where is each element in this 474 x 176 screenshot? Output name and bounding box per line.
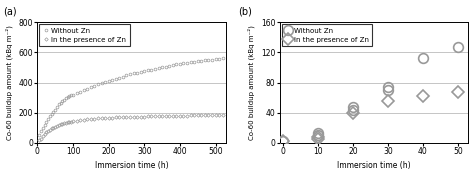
Text: (b): (b): [238, 6, 252, 16]
In the presence of Zn: [65, 121, 71, 123]
In the presence of Zn: [315, 136, 321, 139]
Without Zn: [350, 106, 356, 108]
Without Zn: [220, 57, 226, 59]
Without Zn: [385, 86, 391, 88]
Without Zn: [45, 118, 51, 120]
Without Zn: [191, 61, 197, 63]
Without Zn: [216, 58, 222, 60]
Without Zn: [385, 89, 391, 91]
Without Zn: [350, 109, 356, 111]
In the presence of Zn: [134, 116, 140, 118]
Line: Without Zn: Without Zn: [38, 57, 224, 137]
Without Zn: [65, 96, 71, 98]
In the presence of Zn: [191, 114, 197, 117]
Without Zn: [315, 134, 321, 136]
Without Zn: [315, 132, 321, 134]
Legend: Without Zn, In the presence of Zn: Without Zn, In the presence of Zn: [39, 24, 130, 46]
Without Zn: [280, 140, 286, 142]
X-axis label: Immersion time (h): Immersion time (h): [337, 161, 411, 170]
In the presence of Zn: [385, 100, 391, 102]
Y-axis label: Co-60 buildup amount (kBq m⁻²): Co-60 buildup amount (kBq m⁻²): [248, 25, 255, 140]
In the presence of Zn: [455, 91, 461, 93]
Without Zn: [455, 46, 461, 48]
X-axis label: Immersion time (h): Immersion time (h): [95, 161, 169, 170]
In the presence of Zn: [216, 114, 222, 116]
Without Zn: [420, 57, 426, 59]
Text: (a): (a): [3, 6, 17, 16]
In the presence of Zn: [420, 95, 426, 97]
In the presence of Zn: [220, 114, 226, 116]
Without Zn: [36, 134, 42, 136]
Legend: Without Zn, In the presence of Zn: Without Zn, In the presence of Zn: [282, 24, 372, 46]
In the presence of Zn: [280, 140, 286, 142]
Line: In the presence of Zn: In the presence of Zn: [38, 114, 224, 142]
In the presence of Zn: [36, 139, 42, 142]
In the presence of Zn: [45, 130, 51, 132]
In the presence of Zn: [58, 123, 64, 125]
In the presence of Zn: [315, 138, 321, 140]
Without Zn: [134, 72, 140, 74]
Line: Without Zn: Without Zn: [278, 42, 463, 146]
Without Zn: [58, 102, 64, 104]
Y-axis label: Co-60 buildup amount (kBq m⁻²): Co-60 buildup amount (kBq m⁻²): [6, 25, 13, 140]
Line: In the presence of Zn: In the presence of Zn: [279, 88, 462, 145]
In the presence of Zn: [109, 117, 115, 119]
In the presence of Zn: [350, 112, 356, 114]
